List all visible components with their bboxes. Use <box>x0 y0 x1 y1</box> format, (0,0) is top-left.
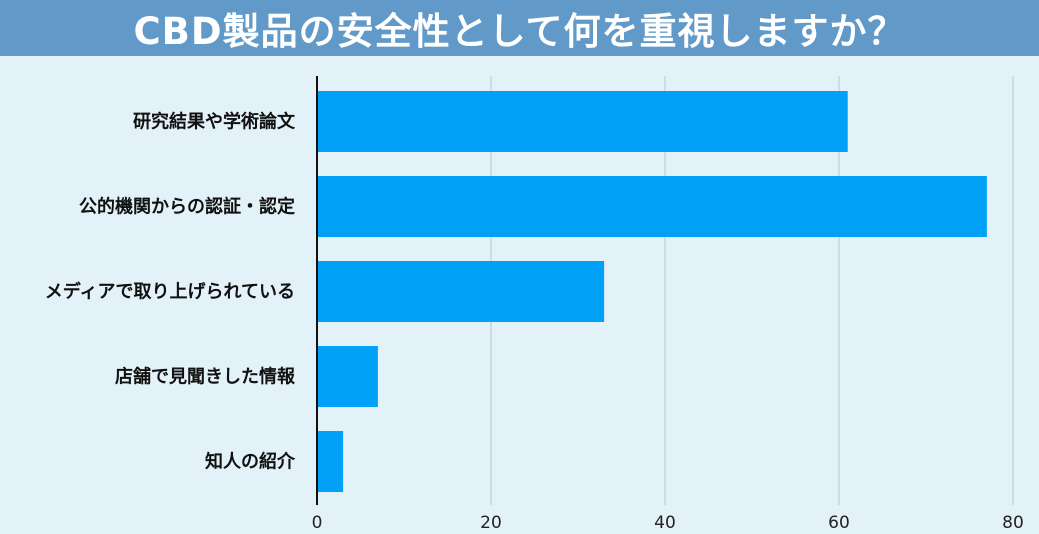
title-banner: CBD製品の安全性として何を重視しますか？ <box>0 0 1039 56</box>
x-tick-label: 40 <box>654 513 676 533</box>
category-label: メディアで取り上げられている <box>45 281 295 303</box>
chart-title: CBD製品の安全性として何を重視しますか？ <box>133 10 906 53</box>
bar <box>317 261 605 322</box>
bar <box>317 431 344 492</box>
bar <box>317 176 987 237</box>
category-label: 研究結果や学術論文 <box>133 111 296 133</box>
x-tick-label: 20 <box>480 513 502 533</box>
x-tick-label: 0 <box>312 513 323 533</box>
bar <box>317 346 378 407</box>
category-label: 公的機関からの認証・認定 <box>79 196 295 218</box>
x-tick-label: 60 <box>828 513 850 533</box>
x-tick-label: 80 <box>1002 513 1024 533</box>
category-label: 店舗で見聞きした情報 <box>115 366 296 388</box>
bar <box>317 91 848 152</box>
category-label: 知人の紹介 <box>205 451 296 473</box>
